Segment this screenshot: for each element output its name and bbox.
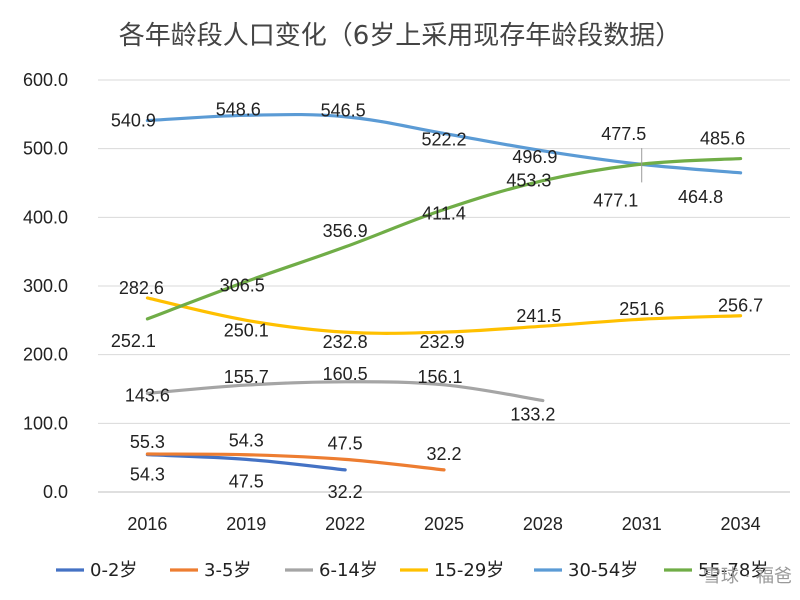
data-label: 282.6	[119, 278, 164, 298]
data-label: 54.3	[229, 431, 264, 451]
data-label: 32.2	[328, 482, 363, 502]
data-label: 55.3	[130, 432, 165, 452]
data-label: 251.6	[619, 299, 664, 319]
data-label: 540.9	[111, 111, 156, 131]
y-tick-label: 0.0	[43, 482, 68, 502]
series-line-2	[145, 380, 545, 403]
data-label: 256.7	[718, 296, 763, 316]
series-line-3	[145, 296, 743, 335]
y-tick-label: 200.0	[23, 345, 68, 365]
data-label: 232.8	[323, 332, 368, 352]
data-label: 133.2	[510, 405, 555, 425]
data-label: 47.5	[229, 471, 264, 491]
data-label: 477.1	[593, 190, 638, 210]
x-tick-label: 2019	[226, 514, 266, 534]
y-tick-label: 600.0	[23, 70, 68, 90]
x-tick-label: 2025	[424, 514, 464, 534]
data-label: 155.7	[224, 367, 269, 387]
legend-label: 30-54岁	[568, 560, 638, 581]
data-labels: 54.3 47.5 32.2 55.3 54.3 47.5 32.2 143.6 155.7 16…	[111, 99, 763, 502]
data-label: 143.6	[125, 385, 170, 405]
y-tick-label: 100.0	[23, 413, 68, 433]
data-label: 54.3	[130, 465, 165, 485]
data-label: 546.5	[321, 101, 366, 121]
gridlines	[98, 79, 790, 493]
data-label: 156.1	[417, 367, 462, 387]
data-label: 47.5	[328, 433, 363, 453]
data-label: 477.5	[601, 124, 646, 144]
series-line-1	[145, 452, 446, 472]
y-axis-ticks: 0.0 100.0 200.0 300.0 400.0 500.0 600.0	[23, 70, 68, 502]
data-label: 160.5	[323, 364, 368, 384]
y-tick-label: 300.0	[23, 276, 68, 296]
chart-title: 各年龄段人口变化（6岁上采用现存年龄段数据）	[119, 21, 682, 51]
data-label: 548.6	[216, 99, 261, 119]
legend-label: 6-14岁	[319, 560, 378, 581]
data-label: 522.2	[421, 129, 466, 149]
x-tick-label: 2016	[127, 514, 167, 534]
data-label: 464.8	[678, 187, 723, 207]
data-label: 250.1	[224, 320, 269, 340]
data-label: 32.2	[426, 444, 461, 464]
x-tick-label: 2028	[523, 514, 563, 534]
legend-label: 15-29岁	[434, 560, 504, 581]
data-label: 306.5	[220, 276, 265, 296]
x-tick-label: 2022	[325, 514, 365, 534]
legend: 0-2岁 3-5岁 6-14岁 15-29岁 30-54岁 55-78岁	[56, 560, 768, 581]
legend-label: 0-2岁	[90, 560, 137, 581]
data-label: 232.9	[419, 332, 464, 352]
data-label: 252.1	[111, 331, 156, 351]
legend-label: 55-78岁	[698, 560, 768, 581]
x-axis-ticks: 2016 2019 2022 2025 2028 2031 2034	[127, 514, 760, 534]
data-label: 453.3	[506, 171, 551, 191]
legend-label: 3-5岁	[204, 560, 251, 581]
y-tick-label: 500.0	[23, 139, 68, 159]
x-tick-label: 2034	[721, 514, 761, 534]
data-label: 485.6	[700, 129, 745, 149]
data-label: 496.9	[512, 147, 557, 167]
y-tick-label: 400.0	[23, 207, 68, 227]
x-tick-label: 2031	[622, 514, 662, 534]
data-label: 356.9	[323, 221, 368, 241]
data-label: 411.4	[422, 204, 466, 224]
watermark-text: 雪球 · 福爸	[703, 566, 792, 587]
data-label: 241.5	[516, 306, 561, 326]
